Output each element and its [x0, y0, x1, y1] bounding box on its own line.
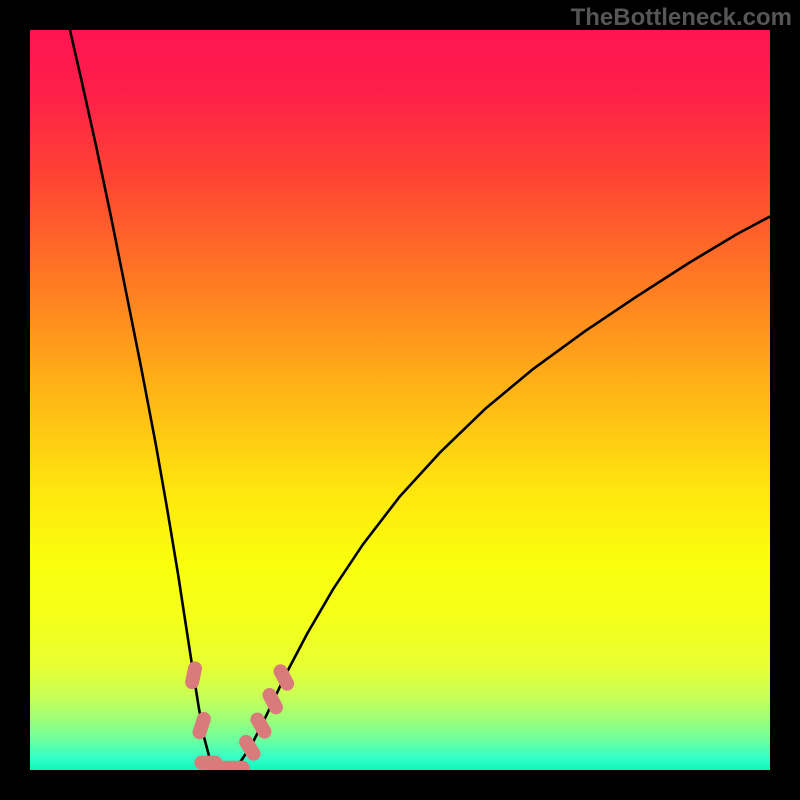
chart-frame: TheBottleneck.com	[0, 0, 800, 800]
watermark-text: TheBottleneck.com	[571, 4, 792, 32]
plot-area	[30, 30, 770, 770]
curve-marker	[222, 761, 250, 770]
plot-svg	[30, 30, 770, 770]
gradient-background	[30, 30, 770, 770]
